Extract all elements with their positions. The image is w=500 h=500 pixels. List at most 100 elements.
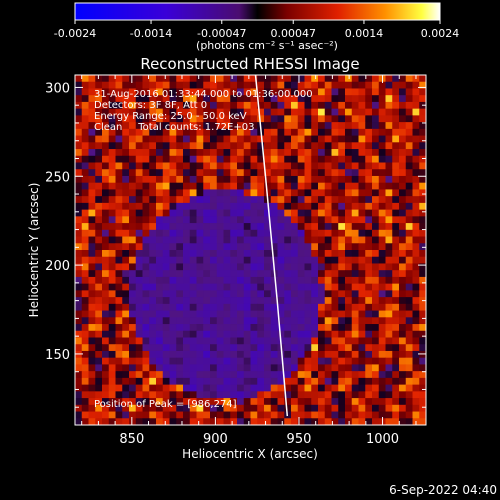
heatmap-cell [108, 350, 116, 359]
heatmap-cell [331, 169, 339, 177]
heatmap-cell [392, 149, 400, 157]
heatmap-cell [108, 404, 116, 412]
heatmap-cell [257, 75, 265, 83]
heatmap-cell [372, 330, 380, 338]
heatmap-cell [412, 175, 420, 184]
heatmap-cell [203, 337, 211, 345]
heatmap-cell [243, 377, 251, 386]
heatmap-cell [304, 128, 312, 136]
heatmap-cell [270, 115, 278, 123]
heatmap-cell [372, 108, 380, 116]
heatmap-cell [196, 196, 204, 204]
heatmap-cell [156, 135, 164, 143]
heatmap-cell [156, 377, 164, 386]
heatmap-cell [149, 377, 157, 386]
heatmap-cell [81, 391, 89, 399]
heatmap-cell [75, 357, 83, 365]
heatmap-cell [331, 142, 339, 150]
heatmap-cell [277, 391, 285, 399]
heatmap-cell [304, 95, 312, 103]
heatmap-cell [169, 229, 177, 237]
heatmap-cell [372, 135, 380, 143]
heatmap-cell [351, 101, 359, 110]
heatmap-cell [405, 196, 413, 204]
heatmap-cell [250, 384, 258, 392]
heatmap-cell [297, 324, 305, 332]
heatmap-cell [176, 310, 184, 318]
heatmap-cell [223, 88, 231, 96]
heatmap-cell [95, 88, 103, 96]
heatmap-cell [183, 371, 191, 379]
heatmap-cell [318, 283, 326, 291]
heatmap-cell [250, 189, 258, 197]
heatmap-cell [108, 236, 116, 244]
heatmap-cell [392, 411, 400, 419]
heatmap-cell [162, 270, 170, 278]
heatmap-cell [216, 377, 224, 386]
heatmap-cell [108, 229, 116, 237]
heatmap-cell [230, 189, 238, 197]
heatmap-cell [351, 283, 359, 291]
heatmap-cell [149, 330, 157, 338]
heatmap-cell [385, 189, 393, 197]
heatmap-cell [95, 250, 103, 258]
heatmap-cell [378, 270, 386, 278]
heatmap-cell [95, 310, 103, 318]
heatmap-cell [372, 175, 380, 184]
heatmap-cell [297, 175, 305, 184]
heatmap-cell [102, 317, 110, 325]
heatmap-cell [88, 303, 96, 311]
heatmap-cell [324, 364, 332, 372]
heatmap-cell [291, 122, 299, 130]
heatmap-cell [345, 108, 353, 116]
heatmap-cell [95, 101, 103, 110]
heatmap-cell [399, 310, 407, 318]
heatmap-cell [223, 418, 231, 425]
heatmap-cell [189, 310, 197, 318]
heatmap-cell [230, 404, 238, 412]
heatmap-cell [196, 182, 204, 190]
heatmap-cell [304, 404, 312, 412]
heatmap-cell [102, 350, 110, 359]
heatmap-cell [365, 276, 373, 285]
heatmap-cell [81, 398, 89, 406]
heatmap-cell [75, 384, 83, 392]
heatmap-cell [277, 88, 285, 96]
heatmap-cell [331, 128, 339, 136]
heatmap-cell [237, 209, 245, 217]
heatmap-cell [331, 317, 339, 325]
heatmap-cell [270, 297, 278, 305]
heatmap-cell [176, 256, 184, 264]
heatmap-cell [81, 108, 89, 116]
heatmap-cell [122, 155, 130, 163]
heatmap-cell [324, 290, 332, 298]
heatmap-cell [318, 364, 326, 372]
heatmap-cell [223, 317, 231, 325]
heatmap-cell [257, 182, 265, 190]
heatmap-cell [129, 75, 137, 83]
heatmap-cell [162, 263, 170, 271]
heatmap-cell [203, 418, 211, 425]
heatmap-cell [297, 88, 305, 96]
heatmap-cell [203, 209, 211, 217]
heatmap-cell [122, 216, 130, 224]
heatmap-cell [122, 81, 130, 89]
heatmap-cell [284, 290, 292, 298]
heatmap-cell [88, 398, 96, 406]
heatmap-cell [129, 223, 137, 231]
heatmap-cell [257, 236, 265, 244]
heatmap-cell [324, 81, 332, 89]
heatmap-cell [331, 391, 339, 399]
heatmap-cell [108, 364, 116, 372]
heatmap-cell [81, 283, 89, 291]
heatmap-cell [176, 189, 184, 197]
heatmap-cell [399, 75, 407, 83]
heatmap-cell [196, 189, 204, 197]
heatmap-cell [237, 391, 245, 399]
heatmap-cell [122, 324, 130, 332]
heatmap-cell [230, 391, 238, 399]
heatmap-cell [324, 202, 332, 211]
heatmap-cell [162, 95, 170, 103]
heatmap-cell [358, 155, 366, 163]
heatmap-cell [250, 404, 258, 412]
